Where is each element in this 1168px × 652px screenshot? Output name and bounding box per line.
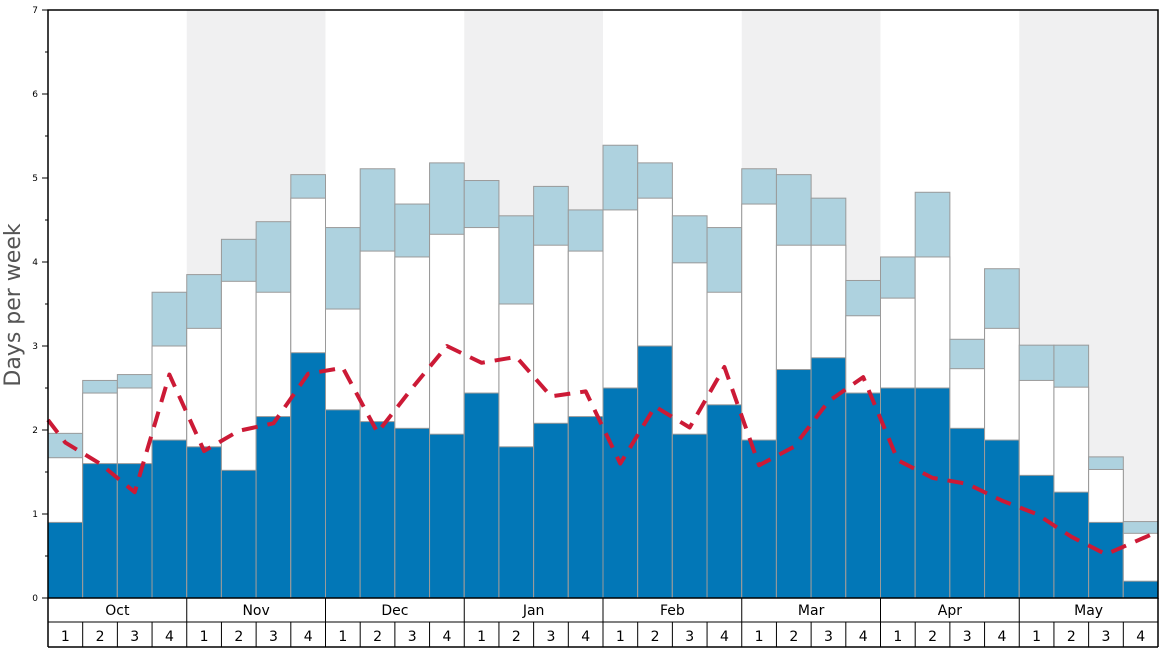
week-label: 3: [824, 629, 833, 645]
bar-bottom-segment: [671, 433, 708, 599]
bar-bottom-segment: [290, 352, 326, 599]
bar-bottom-segment: [47, 521, 84, 599]
week-label: 3: [1102, 629, 1111, 645]
y-tick-label: 7: [32, 6, 38, 16]
week-label: 2: [1067, 629, 1076, 645]
bar-bottom-segment: [775, 369, 812, 599]
average-line: [46, 344, 1159, 557]
bar-bottom-segment: [533, 422, 569, 599]
bar-bottom-segment: [706, 404, 743, 599]
week-label: 1: [338, 629, 347, 645]
week-label: 1: [893, 629, 902, 645]
bar-bottom-segment: [498, 446, 535, 599]
bar-bottom-segment: [1122, 580, 1159, 599]
week-label: 1: [616, 629, 625, 645]
bar-bottom-segment: [880, 387, 916, 599]
bar-bottom-segment: [116, 463, 153, 599]
week-label: 4: [997, 629, 1006, 645]
y-tick-label: 5: [32, 174, 38, 184]
bar-bottom-segment: [359, 421, 396, 599]
month-label-may: May: [1074, 603, 1103, 619]
week-label: 1: [200, 629, 209, 645]
bar-bottom-segment: [810, 357, 847, 599]
week-label: 4: [442, 629, 451, 645]
y-tick-label: 1: [32, 510, 38, 520]
bar-bottom-segment: [845, 392, 881, 599]
bar-bottom-segment: [394, 427, 431, 599]
week-label: 3: [269, 629, 278, 645]
y-tick-label: 4: [32, 258, 38, 268]
week-label: 2: [651, 629, 660, 645]
bars-layer: [47, 144, 1159, 599]
y-tick-label: 2: [32, 426, 38, 436]
x-axis-labels: Oct 1 2 3 4 Nov 1 2 3 4 Dec 1 2 3 4 Jan 1 2 3 4 Feb 1 2 3 4 Mar 1 2…: [47, 598, 1159, 648]
week-label: 2: [96, 629, 105, 645]
y-tick-label: 3: [32, 342, 38, 352]
month-label-oct: Oct: [105, 603, 130, 619]
week-label: 2: [512, 629, 521, 645]
week-label: 4: [1136, 629, 1145, 645]
bar-bottom-segment: [220, 469, 257, 599]
week-label: 1: [755, 629, 764, 645]
week-label: 3: [963, 629, 972, 645]
week-label: 1: [477, 629, 486, 645]
week-label: 3: [685, 629, 694, 645]
bar-bottom-segment: [602, 387, 639, 599]
week-label: 4: [859, 629, 868, 645]
month-label-dec: Dec: [381, 603, 408, 619]
week-label: 4: [720, 629, 729, 645]
bar-bottom-segment: [151, 439, 188, 599]
y-tick-label: 0: [32, 594, 38, 604]
week-label: 4: [581, 629, 590, 645]
bar-bottom-segment: [914, 387, 951, 599]
bar-bottom-segment: [186, 446, 222, 599]
week-label: 3: [408, 629, 417, 645]
week-label: 3: [547, 629, 556, 645]
bar-bottom-segment: [567, 416, 604, 599]
week-label: 2: [928, 629, 937, 645]
bar-bottom-segment: [1018, 474, 1055, 599]
bar-bottom-segment: [637, 345, 673, 599]
week-label: 2: [373, 629, 382, 645]
bar-bottom-segment: [1053, 491, 1090, 599]
bar-bottom-segment: [984, 439, 1020, 599]
y-axis-label: Days per week: [1, 223, 26, 386]
bar-bottom-segment: [1088, 521, 1124, 599]
bar-bottom-segment: [429, 433, 465, 599]
week-label: 3: [130, 629, 139, 645]
month-label-mar: Mar: [798, 603, 825, 619]
week-label: 4: [165, 629, 174, 645]
week-label: 1: [1032, 629, 1041, 645]
y-tick-label: 6: [32, 90, 38, 100]
month-label-feb: Feb: [660, 603, 685, 619]
week-label: 4: [304, 629, 313, 645]
bar-bottom-segment: [255, 416, 292, 599]
week-label: 2: [789, 629, 798, 645]
line-layer: [46, 344, 1159, 557]
week-label: 1: [61, 629, 70, 645]
bar-bottom-segment: [325, 409, 361, 599]
month-label-jan: Jan: [522, 603, 545, 619]
bar-bottom-segment: [463, 392, 500, 599]
month-label-apr: Apr: [938, 603, 962, 619]
week-label: 2: [234, 629, 243, 645]
month-label-nov: Nov: [242, 603, 269, 619]
bar-bottom-segment: [949, 427, 986, 599]
bar-bottom-segment: [82, 463, 118, 599]
